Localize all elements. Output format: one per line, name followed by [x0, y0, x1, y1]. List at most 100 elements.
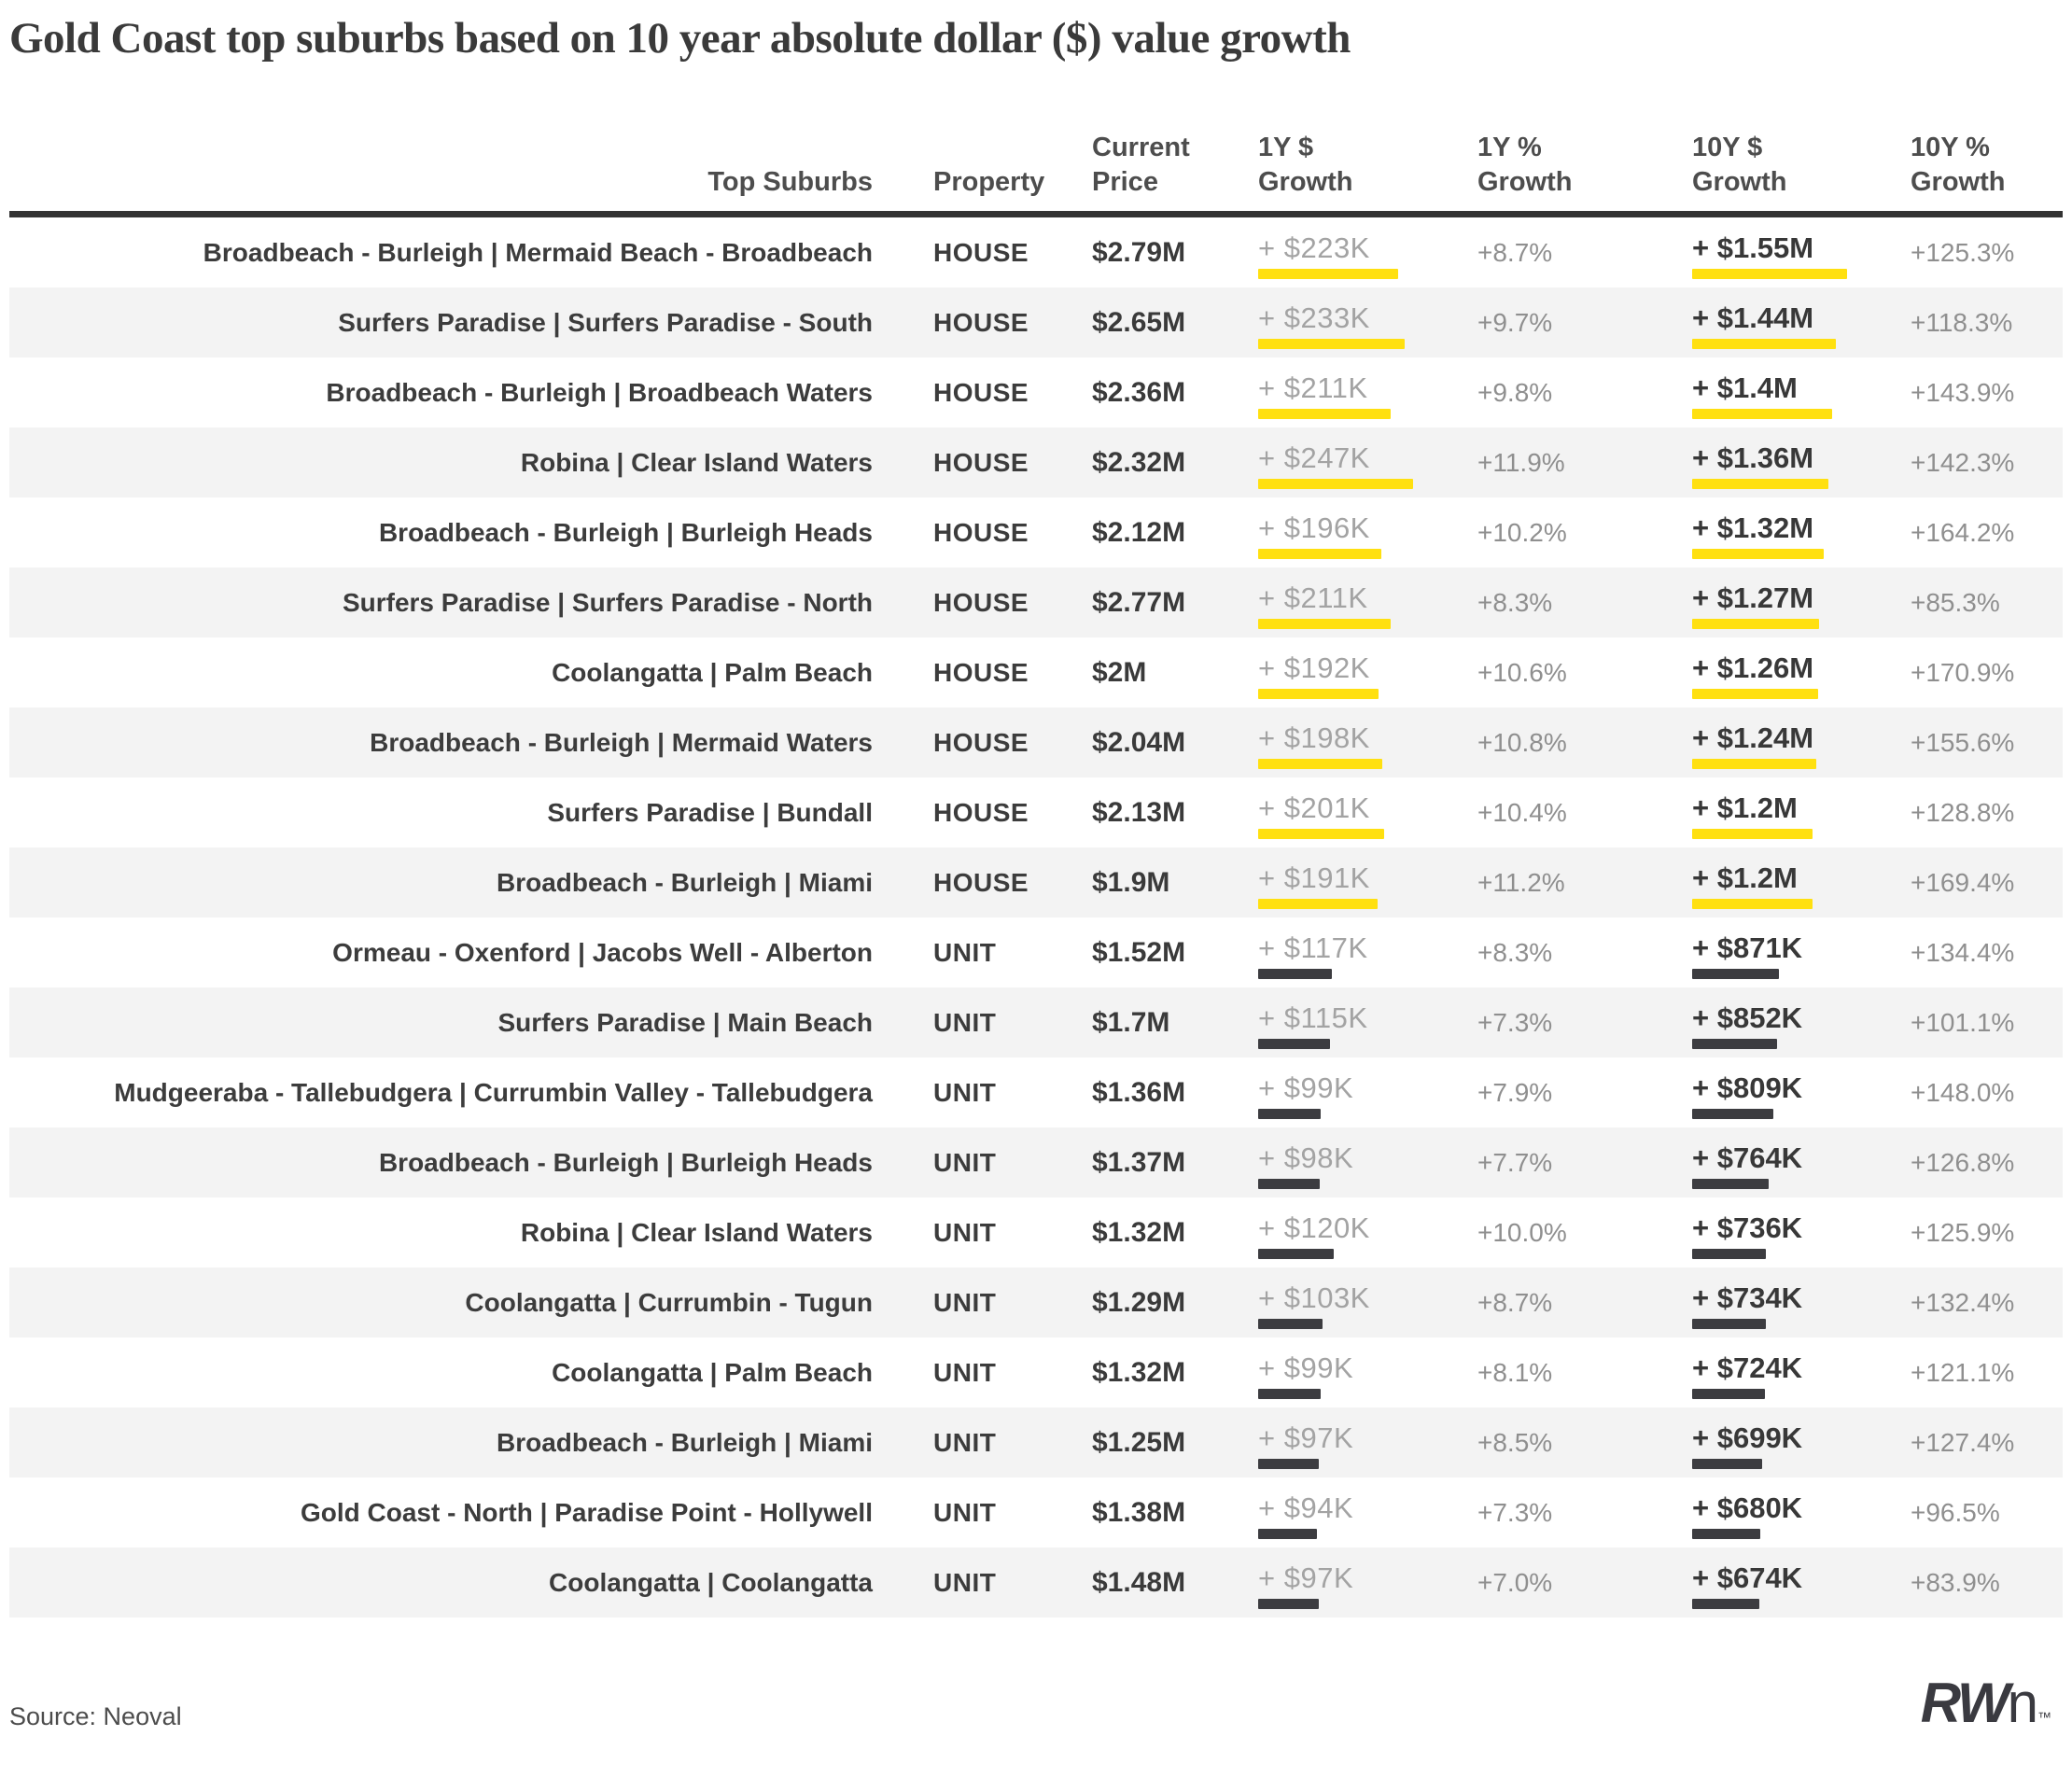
growth-10y-dollar-value: + $724K	[1692, 1351, 1803, 1384]
suburb-name: Broadbeach - Burleigh | Broadbeach Water…	[326, 377, 873, 407]
growth-10y-dollar-value: + $1.27M	[1692, 581, 1814, 614]
growth-1y-pct: +9.8%	[1477, 377, 1553, 407]
growth-10y-pct: +126.8%	[1911, 1147, 2015, 1177]
suburb-name: Gold Coast - North | Paradise Point - Ho…	[300, 1497, 873, 1527]
suburb-name: Coolangatta | Coolangatta	[549, 1567, 873, 1597]
growth-10y-bar	[1692, 829, 1813, 839]
growth-10y-dollar-cell: + $852K	[1692, 987, 1911, 1057]
page-title: Gold Coast top suburbs based on 10 year …	[9, 14, 1351, 63]
table-row: Broadbeach - Burleigh | Mermaid Beach - …	[9, 217, 2063, 287]
growth-10y-bar	[1692, 899, 1813, 909]
property-type: UNIT	[933, 1217, 997, 1247]
growth-10y-dollar-cell: + $871K	[1692, 917, 1911, 987]
growth-1y-dollar-value: + $103K	[1258, 1281, 1370, 1314]
table-row: Broadbeach - Burleigh | Burleigh Heads H…	[9, 497, 2063, 567]
growth-1y-dollar-cell: + $247K	[1258, 427, 1477, 497]
property-type: HOUSE	[933, 447, 1029, 477]
growth-1y-pct: +8.5%	[1477, 1427, 1553, 1457]
growth-10y-pct: +125.3%	[1911, 237, 2015, 267]
growth-10y-dollar-value: + $1.36M	[1692, 441, 1814, 474]
growth-1y-dollar-cell: + $233K	[1258, 287, 1477, 357]
growth-1y-dollar-value: + $196K	[1258, 511, 1370, 544]
table-row: Broadbeach - Burleigh | Mermaid Waters H…	[9, 707, 2063, 777]
growth-1y-dollar-cell: + $211K	[1258, 357, 1477, 427]
suburb-name: Coolangatta | Currumbin - Tugun	[465, 1287, 873, 1317]
column-header-current-price: Current Price	[1092, 133, 1190, 197]
current-price: $1.52M	[1092, 936, 1186, 968]
growth-1y-pct: +7.7%	[1477, 1147, 1553, 1177]
growth-10y-dollar-cell: + $1.2M	[1692, 847, 1911, 917]
growth-10y-dollar-cell: + $1.2M	[1692, 777, 1911, 847]
growth-1y-dollar-cell: + $120K	[1258, 1197, 1477, 1267]
suburb-name: Ormeau - Oxenford | Jacobs Well - Albert…	[332, 937, 873, 967]
property-type: UNIT	[933, 1287, 997, 1317]
growth-1y-dollar-cell: + $223K	[1258, 217, 1477, 287]
growth-10y-pct: +134.4%	[1911, 937, 2015, 967]
growth-1y-bar	[1258, 1109, 1321, 1119]
growth-1y-bar	[1258, 1389, 1321, 1399]
growth-1y-dollar-value: + $211K	[1258, 371, 1368, 404]
growth-10y-bar	[1692, 619, 1819, 629]
current-price: $2.77M	[1092, 586, 1186, 618]
growth-1y-bar	[1258, 759, 1382, 769]
growth-10y-dollar-cell: + $724K	[1692, 1337, 1911, 1407]
suburb-name: Mudgeeraba - Tallebudgera | Currumbin Va…	[114, 1077, 873, 1107]
growth-1y-dollar-cell: + $211K	[1258, 567, 1477, 637]
growth-10y-dollar-value: + $1.55M	[1692, 231, 1814, 264]
growth-10y-dollar-cell: + $736K	[1692, 1197, 1911, 1267]
growth-10y-dollar-value: + $871K	[1692, 931, 1803, 964]
current-price: $1.7M	[1092, 1006, 1170, 1038]
property-type: UNIT	[933, 1077, 997, 1107]
growth-1y-bar	[1258, 1319, 1323, 1329]
growth-1y-pct: +7.3%	[1477, 1007, 1553, 1037]
growth-10y-dollar-value: + $699K	[1692, 1421, 1803, 1454]
rwn-logo-rw: RW	[1920, 1672, 2010, 1734]
suburb-name: Robina | Clear Island Waters	[520, 1217, 873, 1247]
growth-10y-bar	[1692, 1529, 1760, 1539]
current-price: $2.32M	[1092, 446, 1186, 478]
suburbs-table: Top Suburbs Property Current Price 1Y $ …	[9, 63, 2063, 1617]
growth-1y-dollar-cell: + $201K	[1258, 777, 1477, 847]
growth-10y-pct: +170.9%	[1911, 657, 2015, 687]
growth-10y-pct: +127.4%	[1911, 1427, 2015, 1457]
growth-1y-pct: +11.9%	[1477, 447, 1565, 477]
growth-10y-dollar-value: + $1.26M	[1692, 651, 1814, 684]
growth-1y-dollar-cell: + $98K	[1258, 1127, 1477, 1197]
table-row: Surfers Paradise | Bundall HOUSE $2.13M …	[9, 777, 2063, 847]
growth-10y-bar	[1692, 1109, 1773, 1119]
property-type: HOUSE	[933, 797, 1029, 827]
growth-10y-bar	[1692, 269, 1847, 279]
growth-1y-bar	[1258, 1249, 1334, 1259]
property-type: HOUSE	[933, 377, 1029, 407]
growth-10y-dollar-cell: + $1.36M	[1692, 427, 1911, 497]
growth-1y-pct: +10.2%	[1477, 517, 1567, 547]
growth-1y-bar	[1258, 1039, 1330, 1049]
growth-1y-pct: +8.3%	[1477, 937, 1553, 967]
growth-1y-bar	[1258, 409, 1391, 419]
column-header-top-suburbs: Top Suburbs	[707, 167, 873, 197]
growth-1y-dollar-cell: + $97K	[1258, 1407, 1477, 1477]
table-row: Coolangatta | Palm Beach HOUSE $2M + $19…	[9, 637, 2063, 707]
trademark-symbol: ™	[2037, 1710, 2051, 1726]
current-price: $1.48M	[1092, 1566, 1186, 1598]
column-header-10y-pct-growth: 10Y % Growth	[1911, 133, 2006, 197]
growth-1y-dollar-value: + $97K	[1258, 1561, 1354, 1594]
growth-10y-dollar-value: + $1.24M	[1692, 721, 1814, 754]
growth-10y-bar	[1692, 1459, 1762, 1469]
growth-1y-bar	[1258, 899, 1378, 909]
growth-10y-bar	[1692, 1179, 1769, 1189]
growth-1y-bar	[1258, 1599, 1319, 1609]
table-row: Coolangatta | Palm Beach UNIT $1.32M + $…	[9, 1337, 2063, 1407]
growth-1y-pct: +10.8%	[1477, 727, 1567, 757]
growth-1y-dollar-cell: + $99K	[1258, 1057, 1477, 1127]
growth-1y-dollar-value: + $98K	[1258, 1141, 1354, 1174]
suburb-name: Surfers Paradise | Main Beach	[497, 1007, 873, 1037]
growth-1y-bar	[1258, 549, 1381, 559]
table-body: Broadbeach - Burleigh | Mermaid Beach - …	[9, 217, 2063, 1617]
growth-10y-dollar-value: + $809K	[1692, 1071, 1803, 1104]
growth-10y-pct: +128.8%	[1911, 797, 2015, 827]
growth-1y-pct: +7.0%	[1477, 1567, 1553, 1597]
rwn-logo: RWn™	[1921, 1675, 2063, 1731]
growth-10y-pct: +83.9%	[1911, 1567, 2000, 1597]
suburb-name: Broadbeach - Burleigh | Burleigh Heads	[378, 517, 873, 547]
